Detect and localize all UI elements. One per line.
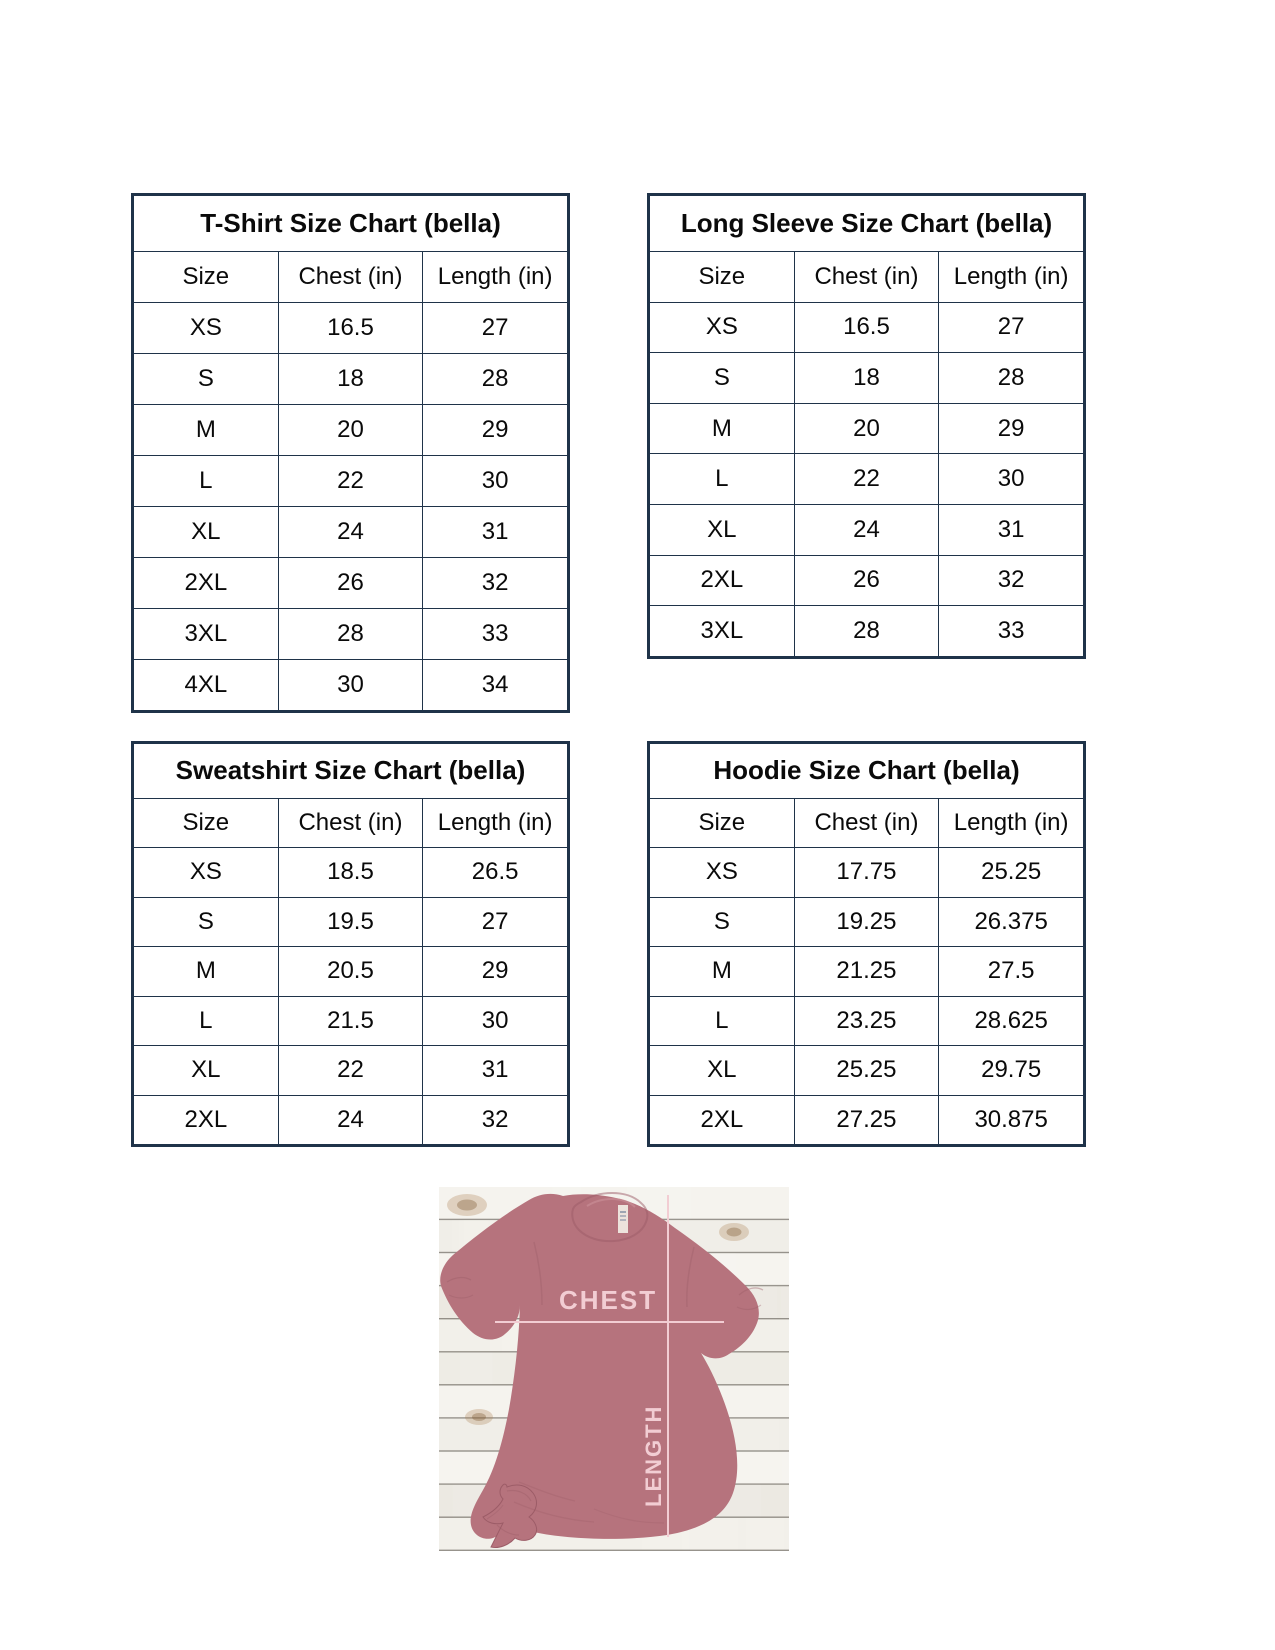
svg-text:LENGTH: LENGTH	[641, 1405, 666, 1507]
svg-text:CHEST: CHEST	[559, 1285, 657, 1315]
